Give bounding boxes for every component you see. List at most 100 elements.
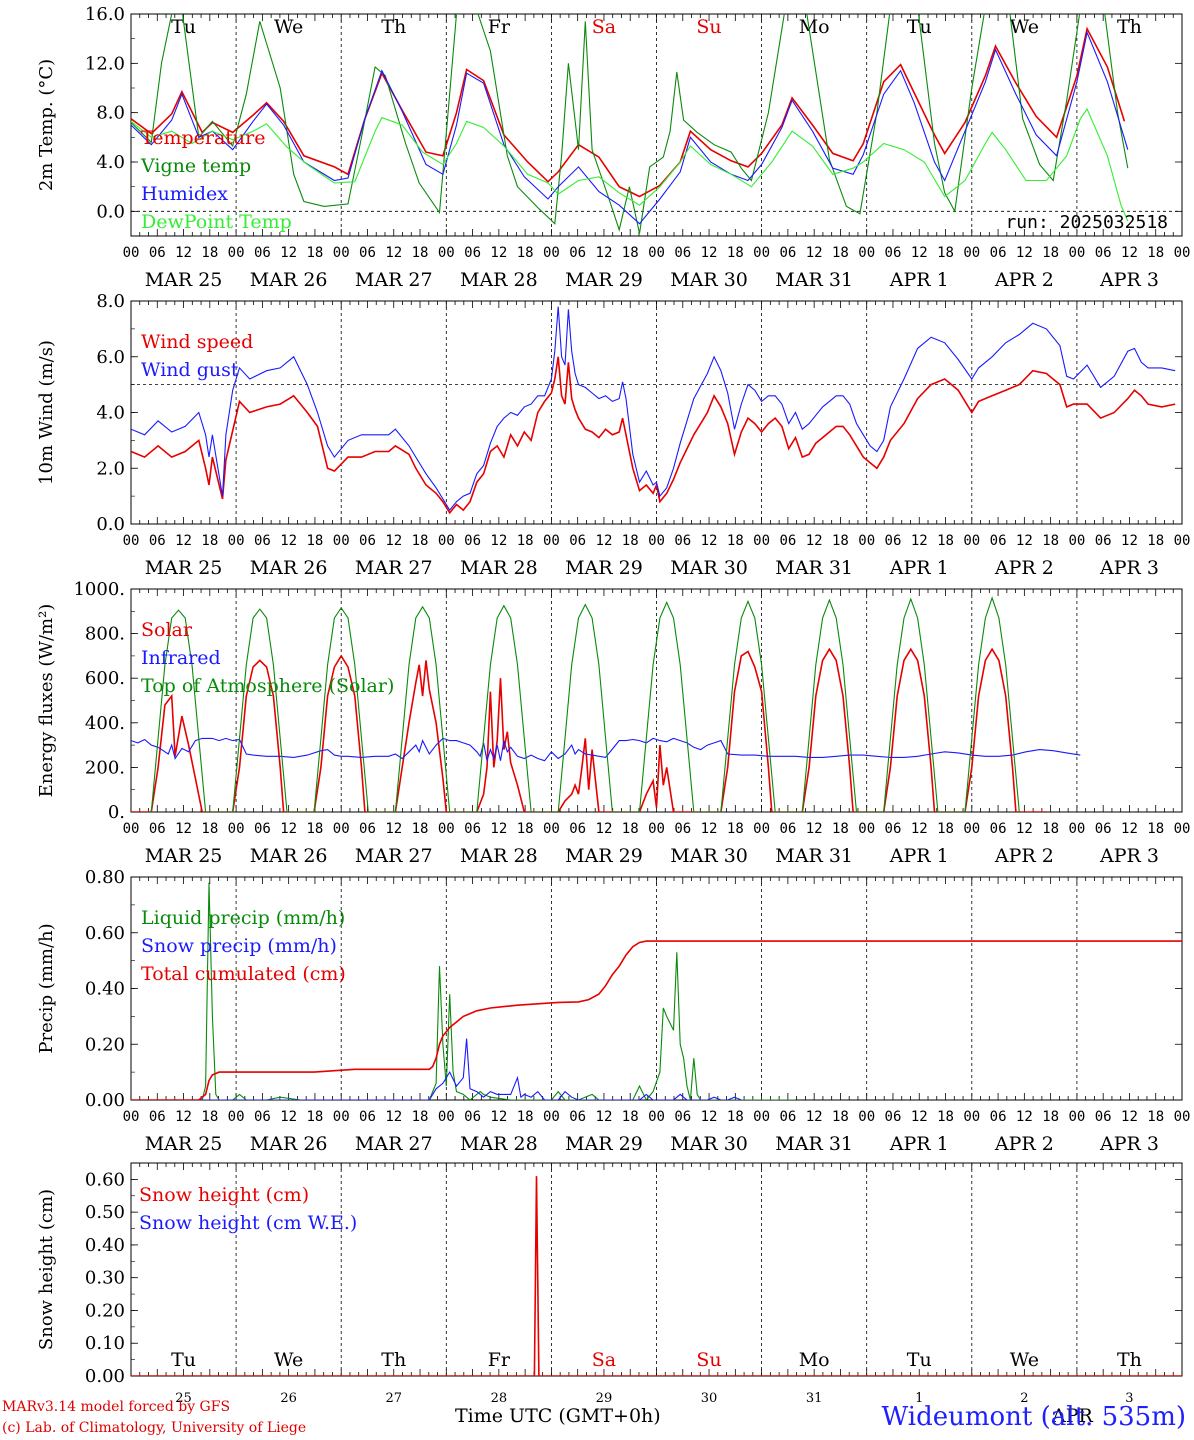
hour-tick-label: 18 (1147, 533, 1164, 549)
legend-entry: Liquid precip (mm/h) (141, 907, 345, 929)
y-tick-label: 200. (85, 757, 125, 778)
series-infrared (131, 737, 1081, 762)
hour-tick-label: 06 (359, 245, 376, 261)
hour-tick-label: 00 (333, 245, 350, 261)
hour-tick-label: 12 (280, 821, 297, 837)
date-label: APR 2 (994, 1133, 1054, 1155)
hour-tick-label: 12 (385, 1109, 402, 1125)
series-wind-speed (131, 356, 1176, 515)
date-label: MAR 31 (775, 269, 853, 291)
hour-tick-label: 00 (648, 245, 665, 261)
day-number-label: 26 (280, 1391, 297, 1406)
legend-entry: Temperature (141, 127, 265, 149)
day-number-label: 27 (385, 1391, 402, 1406)
date-label: MAR 26 (250, 845, 328, 867)
hour-tick-label: 00 (753, 245, 770, 261)
hour-tick-label: 18 (201, 533, 218, 549)
hour-tick-label: 18 (937, 1109, 954, 1125)
hour-tick-label: 00 (753, 821, 770, 837)
legend-entry: Humidex (141, 183, 228, 205)
hour-tick-label: 06 (1095, 245, 1112, 261)
series-dewpoint-temp (131, 107, 1129, 222)
legend-entry: Wind speed (141, 331, 253, 353)
weekday-label: Su (696, 16, 721, 38)
y-tick-label: 6.0 (96, 347, 125, 368)
hour-tick-label: 12 (596, 245, 613, 261)
hour-tick-label: 00 (1174, 245, 1191, 261)
hour-tick-label: 00 (228, 245, 245, 261)
date-label: APR 1 (889, 845, 949, 867)
hour-tick-label: 18 (412, 533, 429, 549)
day-number-label: 30 (701, 1391, 718, 1406)
hour-tick-label: 00 (333, 533, 350, 549)
legend-entry: Snow height (cm W.E.) (139, 1212, 357, 1234)
hour-tick-label: 00 (543, 245, 560, 261)
date-label: APR 3 (1099, 557, 1159, 579)
hour-tick-label: 12 (701, 821, 718, 837)
date-label: MAR 28 (460, 269, 538, 291)
hour-tick-label: 18 (727, 821, 744, 837)
date-label: APR 2 (994, 269, 1054, 291)
weekday-label: Th (381, 16, 406, 38)
hour-tick-label: 06 (1095, 1109, 1112, 1125)
date-label: MAR 26 (250, 557, 328, 579)
y-tick-label: 0.50 (85, 1202, 125, 1223)
credit-model: MARv3.14 model forced by GFS (2, 1399, 231, 1415)
date-label: APR 3 (1099, 845, 1159, 867)
hour-tick-label: 18 (622, 821, 639, 837)
hour-tick-label: 12 (911, 533, 928, 549)
hour-tick-label: 00 (543, 533, 560, 549)
date-label: APR 1 (889, 269, 949, 291)
y-tick-label: 2.0 (96, 458, 125, 479)
hour-tick-label: 06 (149, 1109, 166, 1125)
y-tick-label: 0.30 (85, 1268, 125, 1289)
panel-temp: 0.0 4.0 8.0 12.0 16.0 2m Temp. (°C) 00 06 12 18 00… (36, 4, 1190, 291)
date-label: MAR 26 (250, 1133, 328, 1155)
hour-tick-label: 06 (569, 1109, 586, 1125)
weekday-label: Fr (488, 1349, 511, 1371)
y-tick-label: 0.00 (85, 1090, 125, 1111)
hour-tick-label: 18 (832, 533, 849, 549)
hour-tick-label: 06 (569, 533, 586, 549)
hour-tick-label: 18 (727, 245, 744, 261)
hour-tick-label: 00 (858, 245, 875, 261)
y-tick-label: 0.10 (85, 1333, 125, 1354)
day-number-label: 3 (1125, 1391, 1133, 1406)
station-label: Wideumont (alt. 535m) (881, 1402, 1186, 1432)
hour-tick-label: 06 (254, 533, 271, 549)
credit-lab: (c) Lab. of Climatology, University of L… (2, 1420, 307, 1436)
hour-tick-label: 00 (858, 821, 875, 837)
series-temperature (131, 26, 1126, 198)
date-label: MAR 28 (460, 557, 538, 579)
y-tick-label: 0.20 (85, 1300, 125, 1321)
day-number-label: 28 (491, 1391, 508, 1406)
weekday-label: Sa (592, 1349, 616, 1371)
hour-tick-label: 00 (228, 1109, 245, 1125)
hour-tick-label: 12 (806, 821, 823, 837)
hour-tick-label: 00 (333, 1109, 350, 1125)
hour-tick-label: 00 (1068, 821, 1085, 837)
hour-tick-label: 18 (517, 1109, 534, 1125)
date-label: MAR 28 (460, 1133, 538, 1155)
series-snow-precip-mm-h- (131, 1038, 742, 1100)
hour-tick-label: 06 (885, 821, 902, 837)
hour-tick-label: 18 (1147, 1109, 1164, 1125)
hour-tick-label: 18 (517, 533, 534, 549)
hour-tick-label: 06 (885, 1109, 902, 1125)
hour-tick-label: 18 (937, 245, 954, 261)
hour-tick-label: 12 (490, 533, 507, 549)
hour-tick-label: 12 (806, 533, 823, 549)
series-top-of-atmosphere-solar- (150, 596, 1020, 812)
hour-tick-label: 06 (359, 821, 376, 837)
hour-tick-label: 18 (622, 245, 639, 261)
hour-tick-label: 18 (1042, 245, 1059, 261)
hour-tick-label: 18 (1042, 821, 1059, 837)
series-snow-height-cm- (131, 1176, 1182, 1376)
y-axis-label: Snow height (cm) (36, 1189, 57, 1350)
date-label: MAR 26 (250, 269, 328, 291)
y-tick-label: 16.0 (85, 4, 125, 25)
hour-tick-label: 06 (990, 533, 1007, 549)
hour-tick-label: 12 (280, 1109, 297, 1125)
date-label: MAR 25 (145, 1133, 223, 1155)
hour-tick-label: 12 (175, 245, 192, 261)
